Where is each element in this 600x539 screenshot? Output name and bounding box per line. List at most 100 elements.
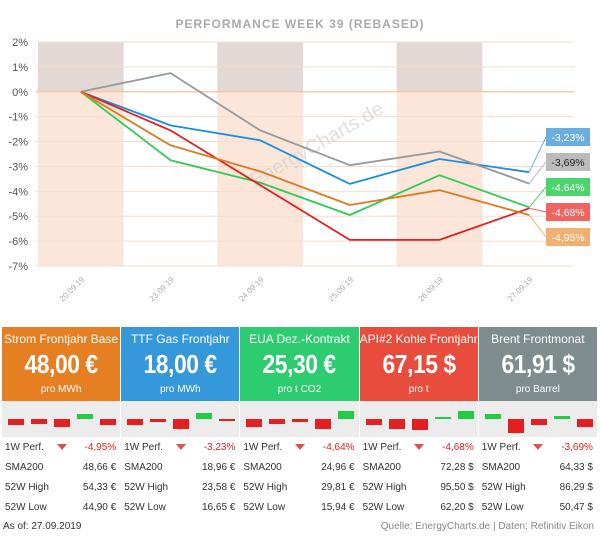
low-row: 52W Low 50,47 $: [479, 497, 597, 517]
card-title: EUA Dez.-Kontrakt: [249, 332, 350, 346]
perf-value: -4,64%: [322, 441, 355, 453]
card-header: Brent Frontmonat 61,91 $ pro Barrel: [478, 327, 597, 401]
shaded-day-bands: [38, 42, 483, 267]
y-tick-label: -5%: [8, 211, 28, 223]
card-header: EUA Dez.-Kontrakt 25,30 € pro t CO2: [240, 327, 359, 401]
series-line: [80, 90, 530, 185]
commodity-cards: Strom Frontjahr Base 48,00 € pro MWh 1W …: [2, 327, 598, 517]
low-value: 44,90 €: [82, 501, 117, 513]
perf-label: 1W Perf.: [243, 441, 283, 453]
mini-bar: [365, 419, 382, 426]
end-label-box: [546, 203, 590, 221]
low-label: 52W Low: [243, 501, 286, 513]
end-label-box: [546, 153, 590, 171]
mini-bar: [338, 411, 355, 419]
y-tick-label: 0%: [12, 87, 28, 99]
series-line: [80, 91, 530, 216]
low-value: 16,65 €: [202, 501, 236, 513]
perf-label: 1W Perf.: [124, 441, 164, 453]
mini-bar: [100, 419, 116, 426]
label-connector: [528, 214, 547, 238]
perf-value: -3,23%: [203, 441, 236, 453]
mini-bar: [553, 415, 570, 419]
sma-value: 18,96 €: [202, 461, 236, 473]
as-of-date: As of: 27.09.2019: [3, 521, 82, 532]
series-line: [80, 91, 530, 216]
sma-value: 24,96 €: [321, 461, 355, 473]
low-label: 52W Low: [362, 501, 405, 513]
perf-label: 1W Perf.: [5, 441, 44, 453]
commodity-card: Brent Frontmonat 61,91 $ pro Barrel 1W P…: [478, 327, 598, 517]
series-line: [80, 72, 530, 185]
mini-bar: [219, 419, 236, 421]
sma-row: SMA200 72,28 $: [360, 457, 478, 477]
x-tick-label: 23.09.19: [148, 275, 177, 304]
sma-label: SMA200: [124, 461, 163, 473]
high-value: 95,50 $: [440, 481, 474, 493]
perf-value: -3,69%: [561, 441, 593, 453]
y-tick-label: 1%: [12, 62, 28, 74]
sma-label: SMA200: [5, 461, 44, 473]
mini-bar-chart: [2, 401, 121, 437]
commodity-card: API#2 Kohle Frontjahr 67,15 $ pro t 1W P…: [359, 327, 479, 517]
sma-row: SMA200 48,66 €: [2, 457, 120, 477]
mini-bar: [269, 419, 286, 424]
shade-band-lower: [396, 91, 483, 267]
mini-bar: [8, 419, 24, 426]
low-row: 52W Low 44,90 €: [2, 497, 120, 517]
end-label-box: [546, 128, 590, 146]
x-tick-label: 27.09.19: [506, 275, 535, 304]
label-connector: [529, 207, 547, 213]
label-connector: [528, 186, 547, 208]
low-value: 62,20 $: [440, 501, 474, 513]
y-tick-label: -7%: [8, 261, 28, 273]
low-row: 52W Low 15,94 €: [240, 497, 358, 517]
high-value: 86,29 $: [559, 481, 593, 493]
card-price: 25,30 €: [262, 349, 337, 379]
perf-row: 1W Perf. -4,64%: [240, 437, 358, 457]
end-label-box: [546, 228, 590, 246]
low-label: 52W Low: [5, 501, 47, 513]
mini-bar-chart: [121, 401, 240, 437]
label-connector: [528, 161, 547, 184]
high-row: 52W High 86,29 $: [479, 477, 597, 497]
mini-bar: [484, 414, 501, 419]
mini-bar: [530, 419, 547, 426]
end-label-text: -3,69%: [551, 157, 584, 169]
sma-label: SMA200: [243, 461, 282, 473]
perf-value: -4,68%: [442, 441, 474, 453]
sma-value: 72,28 $: [440, 461, 474, 473]
high-value: 54,33 €: [82, 481, 117, 493]
commodity-card: EUA Dez.-Kontrakt 25,30 € pro t CO2 1W P…: [240, 327, 360, 517]
high-label: 52W High: [124, 481, 169, 493]
high-label: 52W High: [243, 481, 288, 493]
commodity-card: TTF Gas Frontjahr 18,00 € pro MWh 1W Per…: [121, 327, 241, 517]
low-value: 50,47 $: [559, 501, 593, 513]
card-header: API#2 Kohle Frontjahr 67,15 $ pro t: [359, 327, 478, 401]
x-tick-label: 24.09.19: [237, 275, 266, 304]
mini-bar: [150, 419, 167, 423]
card-unit: pro t: [408, 384, 429, 395]
perf-label: 1W Perf.: [362, 441, 402, 453]
end-label-text: -4,64%: [551, 182, 584, 194]
series-lines: [80, 72, 530, 241]
down-triangle-icon: [175, 444, 186, 450]
card-unit: pro MWh: [160, 384, 201, 395]
label-connector: [528, 136, 547, 173]
mini-bar-chart: [359, 401, 478, 437]
down-triangle-icon: [533, 444, 544, 450]
card-unit: pro t CO2: [277, 384, 322, 395]
high-row: 52W High 29,81 €: [240, 477, 358, 497]
high-value: 23,58 €: [202, 481, 236, 493]
mini-bar: [315, 419, 332, 429]
high-row: 52W High 54,33 €: [2, 477, 120, 497]
mini-bar: [54, 419, 70, 427]
card-price: 18,00 €: [143, 349, 218, 379]
performance-chart: PERFORMANCE WEEK 39 (REBASED) EnergyChar…: [8, 17, 590, 304]
card-price: 48,00 €: [24, 349, 98, 379]
down-triangle-icon: [294, 444, 305, 450]
down-triangle-icon: [56, 444, 67, 450]
card-price: 67,15 $: [382, 349, 456, 379]
card-unit: pro MWh: [40, 384, 82, 395]
end-value-labels: -3,23% -3,69% -4,64% -4,68% -4,95%: [528, 128, 590, 246]
